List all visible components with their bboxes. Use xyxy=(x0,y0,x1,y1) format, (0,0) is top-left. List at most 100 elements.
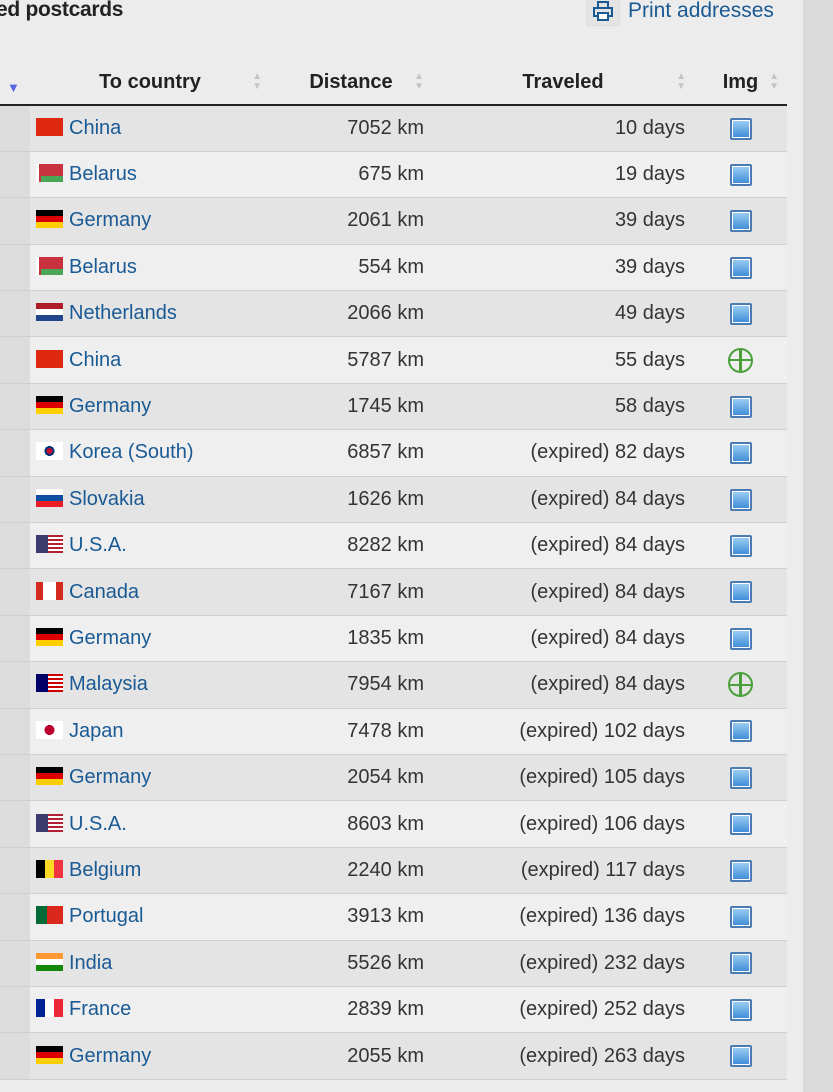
country-link[interactable]: China xyxy=(69,116,122,139)
country-link[interactable]: Germany xyxy=(69,766,152,789)
img-cell xyxy=(694,847,787,895)
country-link[interactable]: Netherlands xyxy=(69,302,177,325)
column-header-traveled[interactable]: Traveled ▲ ▼ xyxy=(432,60,694,106)
distance-cell: 7167 km xyxy=(270,568,432,616)
table-row: U.S.A. 8282 km (expired) 84 days xyxy=(0,522,787,570)
table-row: Belgium 2240 km (expired) 117 days xyxy=(0,847,787,895)
sort-column-header[interactable]: ▼ xyxy=(0,60,30,106)
image-icon[interactable] xyxy=(729,210,752,233)
flag-ca-icon xyxy=(36,581,63,600)
table-row: Belarus 554 km 39 days xyxy=(0,244,787,292)
table-row: U.S.A. 8603 km (expired) 106 days xyxy=(0,800,787,848)
image-icon[interactable] xyxy=(729,488,752,511)
table-row: Japan 7478 km (expired) 102 days xyxy=(0,708,787,755)
row-cell-blank xyxy=(0,383,30,431)
country-link[interactable]: Korea (South) xyxy=(69,441,194,464)
table-row: Belarus 675 km 19 days xyxy=(0,151,787,199)
row-cell-blank xyxy=(0,847,30,895)
row-cell-blank xyxy=(0,800,30,848)
img-cell xyxy=(694,986,787,1034)
distance-cell: 2061 km xyxy=(270,197,432,245)
sort-icon: ▲ ▼ xyxy=(414,71,424,92)
img-cell xyxy=(694,336,787,384)
flag-cn-icon xyxy=(36,349,63,368)
row-cell-blank xyxy=(0,568,30,616)
country-link[interactable]: Japan xyxy=(69,719,124,742)
distance-cell: 7954 km xyxy=(270,661,432,709)
country-link[interactable]: Germany xyxy=(69,395,152,418)
column-header-distance[interactable]: Distance ▲ ▼ xyxy=(270,60,432,106)
img-cell xyxy=(694,429,787,477)
add-image-icon[interactable] xyxy=(728,672,753,698)
distance-cell: 1835 km xyxy=(270,615,432,663)
country-link[interactable]: U.S.A. xyxy=(69,812,127,835)
country-link[interactable]: Malaysia xyxy=(69,673,148,696)
image-icon[interactable] xyxy=(729,395,752,418)
image-icon[interactable] xyxy=(729,906,752,929)
country-link[interactable]: France xyxy=(69,998,132,1021)
img-cell xyxy=(694,754,787,802)
sort-icon: ▲ ▼ xyxy=(769,71,779,92)
traveled-cell: (expired) 136 days xyxy=(432,893,694,941)
column-header-country[interactable]: To country ▲ ▼ xyxy=(30,60,270,106)
country-link[interactable]: Germany xyxy=(69,1044,152,1067)
country-link[interactable]: Germany xyxy=(69,209,152,232)
traveled-cell: (expired) 102 days xyxy=(432,708,694,755)
country-cell: France xyxy=(30,986,270,1034)
image-icon[interactable] xyxy=(729,952,752,975)
traveled-cell: (expired) 84 days xyxy=(432,522,694,570)
image-icon[interactable] xyxy=(729,442,752,465)
image-icon[interactable] xyxy=(729,998,752,1021)
distance-cell: 1745 km xyxy=(270,383,432,431)
column-header-img[interactable]: Img ▲ ▼ xyxy=(694,60,787,106)
img-cell xyxy=(694,522,787,570)
traveled-cell: 39 days xyxy=(432,197,694,245)
country-link[interactable]: U.S.A. xyxy=(69,534,127,557)
distance-cell: 1626 km xyxy=(270,476,432,524)
table-row: Netherlands 2066 km 49 days xyxy=(0,290,787,338)
country-link[interactable]: India xyxy=(69,951,113,974)
flag-in-icon xyxy=(36,952,63,971)
country-link[interactable]: Belarus xyxy=(69,255,137,278)
country-link[interactable]: Germany xyxy=(69,626,152,649)
flag-pt-icon xyxy=(36,906,63,925)
traveled-cell: (expired) 84 days xyxy=(432,615,694,663)
traveled-cell: (expired) 105 days xyxy=(432,754,694,802)
image-icon[interactable] xyxy=(729,813,752,836)
image-icon[interactable] xyxy=(729,720,752,743)
country-link[interactable]: Slovakia xyxy=(69,487,145,510)
image-icon[interactable] xyxy=(729,302,752,325)
row-cell-blank xyxy=(0,940,30,987)
row-cell-blank xyxy=(0,290,30,338)
image-icon[interactable] xyxy=(729,859,752,882)
country-cell: Germany xyxy=(30,1032,270,1080)
img-cell xyxy=(694,893,787,941)
country-link[interactable]: China xyxy=(69,348,122,371)
image-icon[interactable] xyxy=(729,534,752,557)
image-icon[interactable] xyxy=(729,766,752,789)
img-cell xyxy=(694,708,787,755)
image-icon[interactable] xyxy=(729,627,752,650)
country-cell: China xyxy=(30,105,270,152)
traveled-cell: (expired) 263 days xyxy=(432,1032,694,1080)
country-link[interactable]: Canada xyxy=(69,580,140,603)
row-cell-blank xyxy=(0,197,30,245)
country-cell: Japan xyxy=(30,708,270,755)
image-icon[interactable] xyxy=(729,581,752,604)
img-cell xyxy=(694,476,787,524)
country-link[interactable]: Belarus xyxy=(69,163,137,186)
image-icon[interactable] xyxy=(729,1045,752,1068)
table-row: Germany 2054 km (expired) 105 days xyxy=(0,754,787,802)
flag-cn-icon xyxy=(36,117,63,136)
image-icon[interactable] xyxy=(729,163,752,186)
add-image-icon[interactable] xyxy=(728,347,753,373)
print-addresses-button[interactable]: Print addresses xyxy=(586,0,774,26)
country-link[interactable]: Belgium xyxy=(69,858,142,881)
image-icon[interactable] xyxy=(729,256,752,279)
img-cell xyxy=(694,1032,787,1080)
img-cell xyxy=(694,105,787,152)
country-link[interactable]: Portugal xyxy=(69,905,144,928)
distance-cell: 2839 km xyxy=(270,986,432,1034)
image-icon[interactable] xyxy=(729,117,752,140)
row-cell-blank xyxy=(0,1032,30,1080)
